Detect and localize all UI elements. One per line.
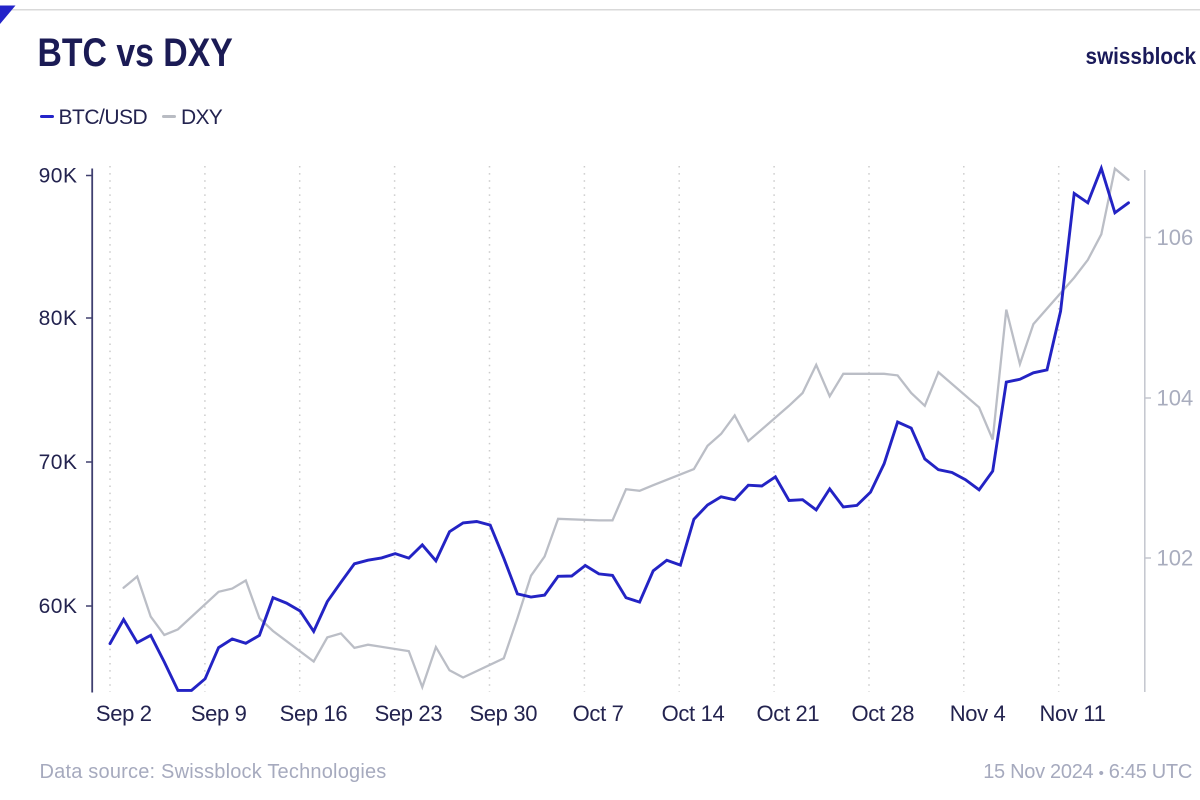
svg-text:Nov 4: Nov 4 xyxy=(950,701,1006,726)
svg-text:Sep 23: Sep 23 xyxy=(375,701,443,726)
svg-text:15 Nov 2024 • 6:45 UTC: 15 Nov 2024 • 6:45 UTC xyxy=(983,761,1192,783)
svg-text:Oct 7: Oct 7 xyxy=(573,701,624,726)
svg-text:Sep 30: Sep 30 xyxy=(469,701,537,726)
svg-text:BTC/USD: BTC/USD xyxy=(59,106,148,129)
svg-text:BTC vs DXY: BTC vs DXY xyxy=(38,29,234,74)
svg-text:Sep 2: Sep 2 xyxy=(96,701,152,726)
svg-text:102: 102 xyxy=(1157,545,1194,570)
svg-text:90K: 90K xyxy=(39,165,78,188)
svg-text:106: 106 xyxy=(1157,225,1194,250)
svg-text:Oct 14: Oct 14 xyxy=(662,701,725,726)
svg-text:Oct 21: Oct 21 xyxy=(757,701,820,726)
svg-text:Data source: Swissblock Techno: Data source: Swissblock Technologies xyxy=(40,761,387,783)
svg-text:swissblock: swissblock xyxy=(1086,43,1197,69)
svg-text:Oct 28: Oct 28 xyxy=(851,701,914,726)
svg-text:Sep 9: Sep 9 xyxy=(191,701,247,726)
svg-text:70K: 70K xyxy=(39,451,78,474)
svg-text:60K: 60K xyxy=(39,595,78,618)
svg-text:104: 104 xyxy=(1157,385,1194,410)
svg-text:DXY: DXY xyxy=(181,106,223,129)
svg-text:80K: 80K xyxy=(39,307,78,330)
svg-text:Sep 16: Sep 16 xyxy=(280,701,348,726)
svg-text:Nov 11: Nov 11 xyxy=(1040,701,1106,726)
